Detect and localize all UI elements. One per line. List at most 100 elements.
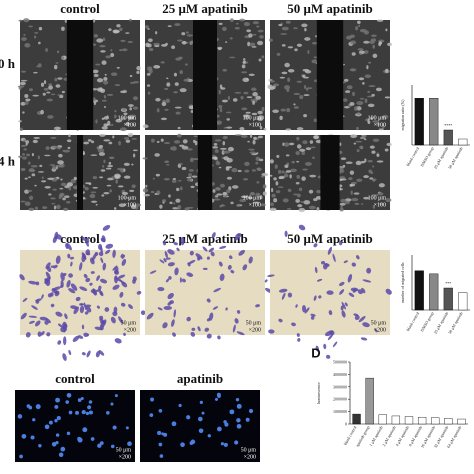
cell (61, 90, 65, 94)
cell (311, 41, 318, 45)
cell (313, 198, 318, 202)
cell (252, 140, 256, 145)
stained-cell (234, 318, 239, 324)
cell (147, 66, 153, 69)
cell (298, 187, 303, 192)
stained-cell (67, 253, 71, 259)
cell (358, 77, 365, 81)
cell (188, 172, 192, 178)
stained-cell (120, 302, 126, 307)
stained-cell (238, 249, 245, 256)
cell (174, 23, 181, 27)
cell (387, 42, 393, 47)
cell (378, 128, 384, 131)
cell (66, 139, 72, 143)
cell (187, 206, 194, 209)
cell (301, 176, 306, 181)
cell (157, 66, 161, 68)
cell (338, 176, 346, 179)
cell (288, 142, 295, 146)
stained-cell (358, 316, 366, 323)
cell (301, 23, 308, 28)
cell (214, 195, 219, 198)
cell (285, 20, 291, 24)
stained-cell (114, 266, 119, 275)
cell (129, 107, 132, 111)
cell (68, 186, 72, 191)
scratch (193, 20, 217, 130)
stained-cell (236, 331, 245, 336)
magnification-label: ×100 (124, 122, 136, 128)
cell (34, 184, 37, 187)
cell (221, 99, 229, 103)
cell (44, 154, 51, 157)
cell (231, 168, 238, 173)
cell (110, 49, 113, 52)
nucleus (248, 408, 254, 414)
stained-cell (176, 247, 180, 252)
cell (316, 189, 322, 194)
cell (59, 95, 64, 99)
micrograph: 100 μm×100 (17, 18, 141, 132)
stained-cell (339, 289, 345, 295)
cell (219, 108, 223, 113)
stained-cell (100, 245, 103, 254)
cell (272, 85, 276, 90)
cell (213, 143, 218, 146)
cell (350, 134, 357, 139)
cell (343, 78, 349, 82)
scratch (197, 135, 213, 210)
cell (187, 178, 192, 182)
stained-cell (79, 286, 88, 291)
cell (174, 82, 179, 86)
cell (290, 168, 297, 173)
column-label: control (60, 1, 100, 16)
stained-cell (233, 236, 239, 241)
stained-cell (227, 264, 232, 270)
stained-cell (35, 299, 40, 304)
cell (247, 140, 250, 143)
stained-cell (31, 305, 38, 310)
cell (103, 106, 106, 108)
stained-cell (45, 262, 51, 269)
cell (108, 28, 112, 32)
cell (129, 189, 135, 192)
stained-cell (278, 318, 283, 323)
cell (100, 50, 106, 53)
cell (90, 154, 98, 156)
cell (276, 154, 280, 158)
cell (345, 90, 351, 93)
cell (302, 140, 308, 145)
cell (172, 207, 178, 210)
stained-cell (186, 272, 194, 277)
x-tick-label: DMSO group (419, 311, 434, 332)
y-axis-label: number of migrated cells (400, 262, 405, 303)
cell (296, 174, 300, 179)
cell (93, 73, 99, 77)
cell (313, 79, 318, 83)
stained-cell (70, 283, 78, 291)
cell (177, 179, 182, 182)
cell (108, 161, 112, 165)
stained-cell (206, 298, 211, 303)
stained-cell (326, 290, 334, 295)
cell (356, 112, 361, 115)
scratch (66, 20, 94, 130)
stained-cell (81, 352, 86, 356)
cell (181, 166, 187, 171)
cell (241, 107, 248, 111)
cell (173, 202, 176, 205)
stained-cell (51, 288, 58, 294)
cell (190, 185, 195, 189)
stained-cell (86, 333, 90, 337)
cell (229, 56, 236, 59)
stained-cell (332, 253, 336, 263)
cell (20, 79, 28, 82)
cell (342, 98, 348, 102)
stained-cell (140, 310, 146, 315)
cell (259, 158, 264, 162)
stained-cell (197, 326, 201, 332)
cell (304, 37, 311, 41)
stained-cell (278, 288, 288, 293)
cell (384, 96, 391, 99)
